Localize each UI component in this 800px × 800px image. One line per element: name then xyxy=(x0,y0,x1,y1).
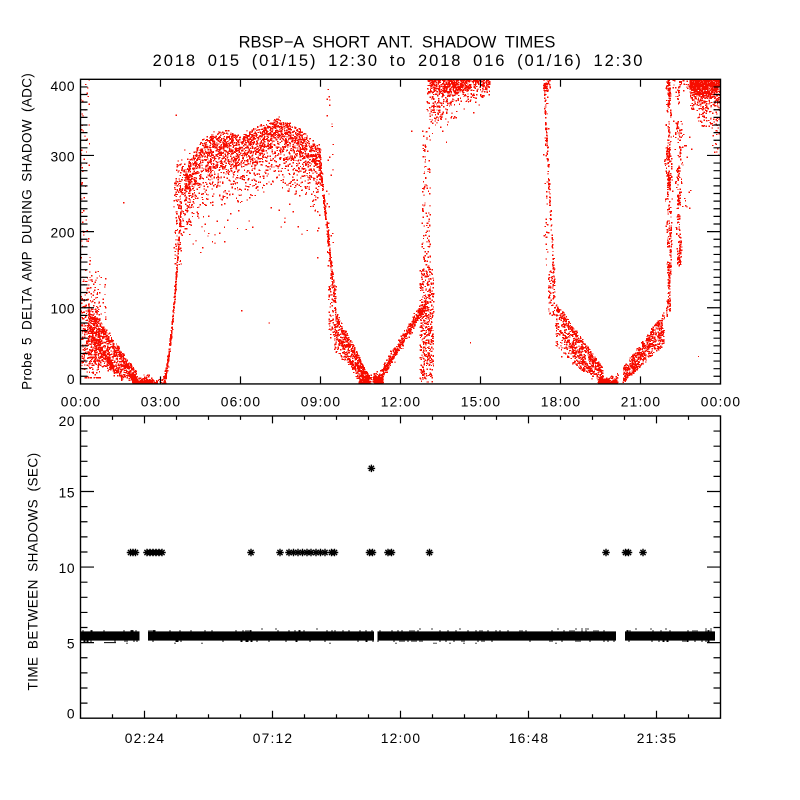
svg-text:400: 400 xyxy=(50,79,75,94)
svg-text:TIME BETWEEN SHADOWS (SEC): TIME BETWEEN SHADOWS (SEC) xyxy=(26,452,41,690)
svg-text:10: 10 xyxy=(59,561,75,576)
svg-text:16:48: 16:48 xyxy=(509,731,550,746)
svg-text:200: 200 xyxy=(50,226,75,241)
svg-text:00:00: 00:00 xyxy=(701,395,742,410)
svg-text:Probe 5 DELTA AMP DURING SHADO: Probe 5 DELTA AMP DURING SHADOW (ADC) xyxy=(20,73,35,390)
svg-text:03:00: 03:00 xyxy=(141,395,182,410)
svg-text:100: 100 xyxy=(50,302,75,317)
svg-text:15:00: 15:00 xyxy=(461,395,502,410)
svg-text:RBSP−A SHORT ANT. SHADOW TIMES: RBSP−A SHORT ANT. SHADOW TIMES xyxy=(239,34,556,52)
svg-text:18:00: 18:00 xyxy=(541,395,582,410)
svg-text:12:00: 12:00 xyxy=(381,731,422,746)
svg-text:20: 20 xyxy=(59,414,75,429)
svg-text:2018 015 (01/15) 12:30 to 2018: 2018 015 (01/15) 12:30 to 2018 016 (01/1… xyxy=(153,52,645,70)
svg-text:07:12: 07:12 xyxy=(253,731,294,746)
svg-text:02:24: 02:24 xyxy=(125,731,166,746)
svg-text:5: 5 xyxy=(67,636,75,651)
svg-text:00:00: 00:00 xyxy=(61,395,102,410)
svg-text:06:00: 06:00 xyxy=(221,395,262,410)
svg-text:12:00: 12:00 xyxy=(381,395,422,410)
svg-text:21:35: 21:35 xyxy=(637,731,678,746)
svg-text:0: 0 xyxy=(67,706,75,721)
svg-text:09:00: 09:00 xyxy=(301,395,342,410)
svg-text:0: 0 xyxy=(67,372,75,387)
svg-text:21:00: 21:00 xyxy=(621,395,662,410)
svg-text:15: 15 xyxy=(59,485,75,500)
svg-text:300: 300 xyxy=(50,150,75,165)
